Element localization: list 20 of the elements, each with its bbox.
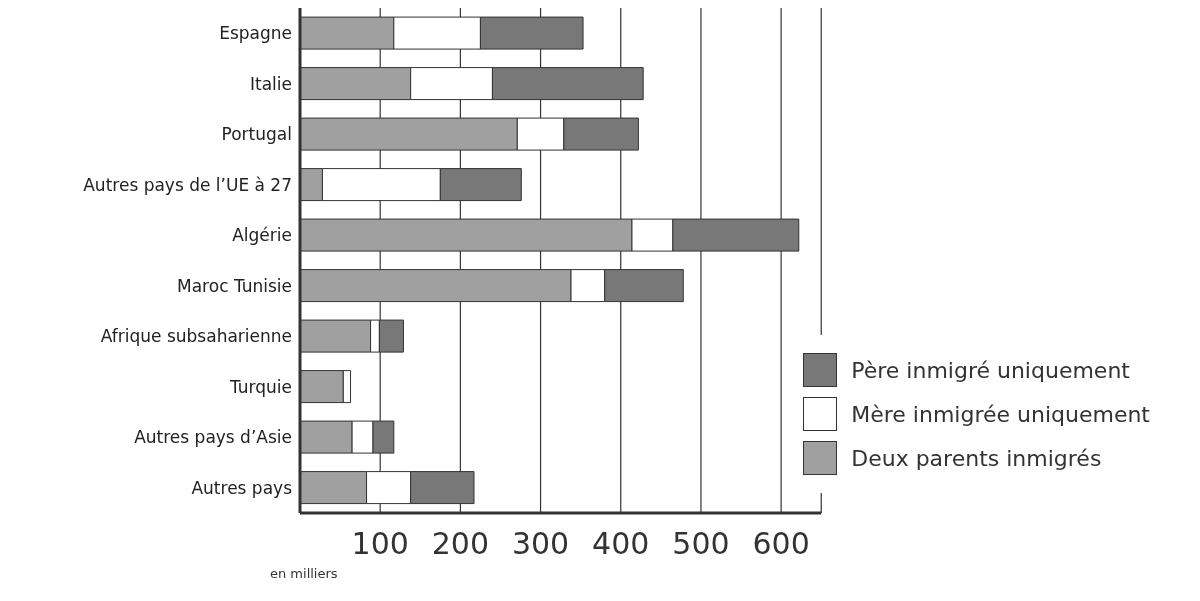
x-tick-label: 400 xyxy=(592,526,650,562)
y-tick-label: Espagne xyxy=(219,23,292,44)
y-tick-label: Maroc Tunisie xyxy=(177,275,292,296)
y-tick-label: Autres pays d’Asie xyxy=(134,427,292,448)
x-tick-label: 300 xyxy=(511,526,570,562)
legend-label: Mère inmigrée uniquement xyxy=(850,400,1150,429)
y-tick-label: Portugal xyxy=(221,124,292,145)
x-tick-label: 100 xyxy=(351,526,409,562)
y-tick-label: Autres pays xyxy=(191,477,293,498)
y-tick-label: Afrique subsaharienne xyxy=(100,326,292,347)
legend-label: Deux parents inmigrés xyxy=(850,444,1103,473)
legend-label: Père inmigré uniquement xyxy=(850,356,1131,385)
x-tick-label: 200 xyxy=(431,526,490,562)
y-tick-label: Italie xyxy=(249,73,292,94)
y-tick-label: Turquie xyxy=(228,376,292,397)
x-tick-label: 500 xyxy=(672,526,730,562)
y-tick-label: Autres pays de l’UE à 27 xyxy=(83,174,292,195)
y-tick-label: Algérie xyxy=(232,225,292,246)
text: en milliers xyxy=(270,566,338,581)
x-tick-label: 600 xyxy=(752,526,810,562)
